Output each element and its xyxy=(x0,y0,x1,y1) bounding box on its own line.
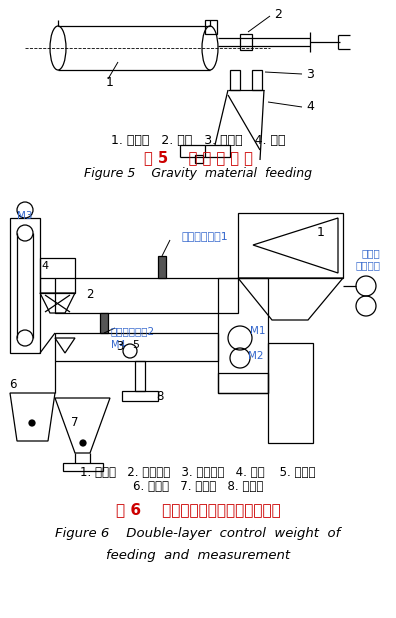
Text: 料层控制机构2: 料层控制机构2 xyxy=(111,326,155,336)
Text: 4: 4 xyxy=(42,261,49,271)
Text: 图 5    重 力 式 供 料: 图 5 重 力 式 供 料 xyxy=(144,151,252,166)
Text: 6: 6 xyxy=(9,378,17,391)
Bar xyxy=(122,391,158,401)
Text: 6. 缓冲斗   7. 称量斗   8. 传感器: 6. 缓冲斗 7. 称量斗 8. 传感器 xyxy=(133,481,263,494)
Text: M3: M3 xyxy=(17,211,33,221)
Bar xyxy=(205,20,217,34)
Text: M2: M2 xyxy=(248,351,264,361)
Text: 1. 储料仓   2. 主供料斗   3. 微供料斗   4. 量杯    5. 提升器: 1. 储料仓 2. 主供料斗 3. 微供料斗 4. 量杯 5. 提升器 xyxy=(80,467,316,480)
Bar xyxy=(135,361,145,391)
Bar xyxy=(158,256,166,278)
Bar xyxy=(40,258,75,293)
Text: M4: M4 xyxy=(111,340,125,350)
Bar xyxy=(218,278,268,393)
Circle shape xyxy=(29,420,35,426)
Text: 1: 1 xyxy=(317,227,325,240)
Circle shape xyxy=(80,440,86,446)
Text: M1: M1 xyxy=(250,326,266,336)
Text: 4: 4 xyxy=(306,101,314,114)
Text: 料层控制机构1: 料层控制机构1 xyxy=(182,231,228,241)
Text: 8: 8 xyxy=(156,389,164,402)
Bar xyxy=(10,218,40,353)
Bar xyxy=(55,333,218,361)
Bar xyxy=(240,34,252,50)
Text: 2: 2 xyxy=(86,289,94,302)
Text: 3: 3 xyxy=(306,69,314,82)
Text: Figure 6    Double-layer  control  weight  of: Figure 6 Double-layer control weight of xyxy=(55,528,341,541)
Bar xyxy=(238,213,343,278)
Text: 图 6    双料层控制称重式给料与计量: 图 6 双料层控制称重式给料与计量 xyxy=(116,502,280,517)
Text: 供料电机: 供料电机 xyxy=(355,260,380,270)
Text: 7: 7 xyxy=(71,417,79,430)
Text: feeding  and  measurement: feeding and measurement xyxy=(106,549,290,562)
Bar xyxy=(218,373,268,393)
Text: 储料仓: 储料仓 xyxy=(361,248,380,258)
Text: 5: 5 xyxy=(133,340,139,350)
Bar xyxy=(63,463,103,471)
Bar xyxy=(100,313,108,333)
Bar xyxy=(55,278,238,313)
Bar xyxy=(205,145,230,157)
Bar xyxy=(252,70,262,90)
Text: 2: 2 xyxy=(274,7,282,20)
Text: 1. 传送带   2. 刮板   3. 传感器   4. 漏斗: 1. 传送带 2. 刮板 3. 传感器 4. 漏斗 xyxy=(111,133,285,146)
Text: Figure 5    Gravity  material  feeding: Figure 5 Gravity material feeding xyxy=(84,167,312,180)
Bar xyxy=(195,155,203,163)
Text: 3: 3 xyxy=(116,341,124,353)
Bar xyxy=(268,343,313,443)
Text: 1: 1 xyxy=(106,75,114,88)
Bar xyxy=(230,70,240,90)
